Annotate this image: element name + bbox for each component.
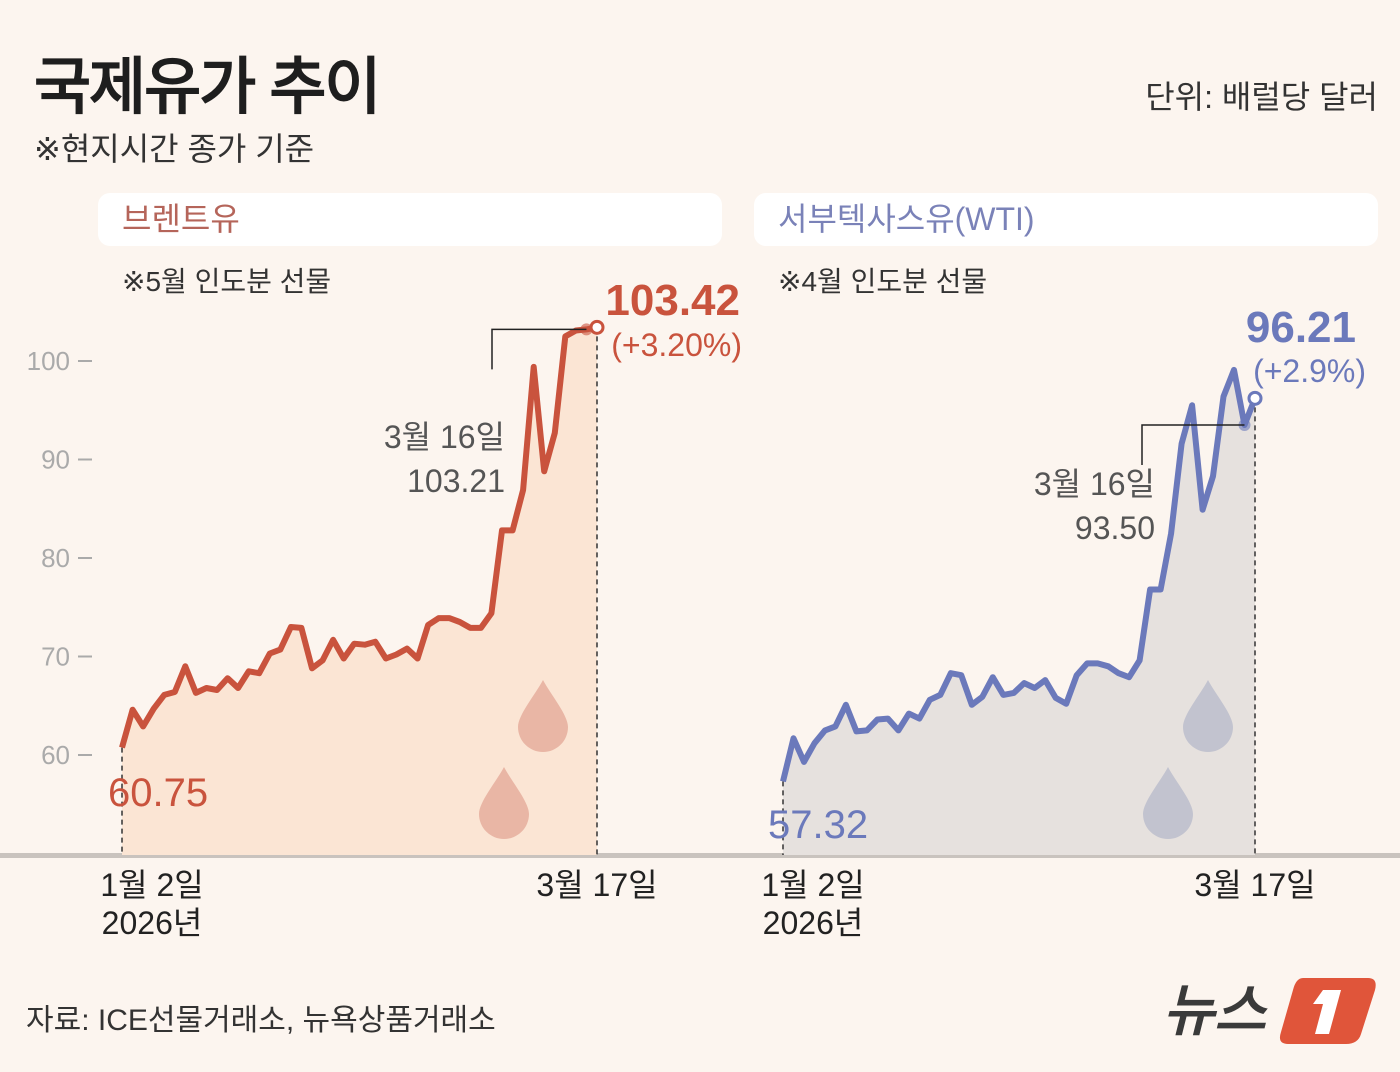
unit-label: 단위: 배럴당 달러 — [1145, 79, 1378, 115]
start-value-label: 57.32 — [768, 803, 868, 847]
end-change-label: (+2.9%) — [1253, 353, 1366, 389]
logo-text: 뉴스 — [1163, 979, 1269, 1044]
news1-logo: 뉴스 — [1163, 968, 1378, 1053]
series-area — [122, 327, 597, 855]
wti-panel-title: 서부텍사스유(WTI) — [754, 193, 1378, 246]
page-subtitle: ※현지시간 종가 기준 — [34, 131, 315, 167]
x-end-label: 3월 17일 — [1194, 867, 1315, 903]
y-tick-label: 80 — [41, 543, 70, 573]
end-value-label: 103.42 — [605, 276, 740, 325]
series-line — [119, 324, 598, 749]
annotation-leader — [1141, 424, 1245, 466]
page-title: 국제유가 추이 — [34, 53, 381, 122]
brent-panel-title: 브렌트유 — [98, 193, 722, 246]
oil-drop-icon — [479, 767, 529, 839]
logo-one-icon — [1313, 990, 1341, 1034]
y-tick-label: 90 — [41, 445, 70, 475]
annotation-date: 3월 16일 — [384, 419, 505, 455]
end-value-label: 96.21 — [1246, 303, 1356, 352]
x-start-label: 1월 2일 — [761, 867, 864, 903]
brent-note: ※5월 인도분 선물 — [122, 266, 332, 297]
end-point — [1247, 390, 1263, 406]
end-change-label: (+3.20%) — [611, 327, 742, 363]
x-axis-baseline — [0, 853, 1400, 858]
x-end-label: 3월 17일 — [536, 867, 657, 903]
annotation-date: 3월 16일 — [1034, 466, 1155, 502]
oil-drop-icon — [1143, 767, 1193, 839]
end-point — [589, 319, 605, 335]
y-tick-label: 70 — [41, 642, 70, 672]
x-start-year-label: 2026년 — [763, 905, 864, 941]
y-tick-label: 100 — [27, 346, 70, 376]
x-start-year-label: 2026년 — [102, 905, 203, 941]
annotation-leader — [491, 328, 587, 370]
annotation-value: 93.50 — [1075, 510, 1155, 546]
series-line — [780, 366, 1258, 783]
oil-drop-icon — [1183, 680, 1233, 752]
start-value-label: 60.75 — [108, 771, 208, 815]
x-start-label: 1월 2일 — [100, 867, 203, 903]
annotation-value: 103.21 — [407, 463, 505, 499]
series-area — [783, 369, 1255, 855]
y-tick-label: 60 — [41, 740, 70, 770]
oil-drop-icon — [518, 680, 568, 752]
source-note: 자료: ICE선물거래소, 뉴욕상품거래소 — [26, 1004, 496, 1037]
wti-note: ※4월 인도분 선물 — [778, 266, 988, 297]
